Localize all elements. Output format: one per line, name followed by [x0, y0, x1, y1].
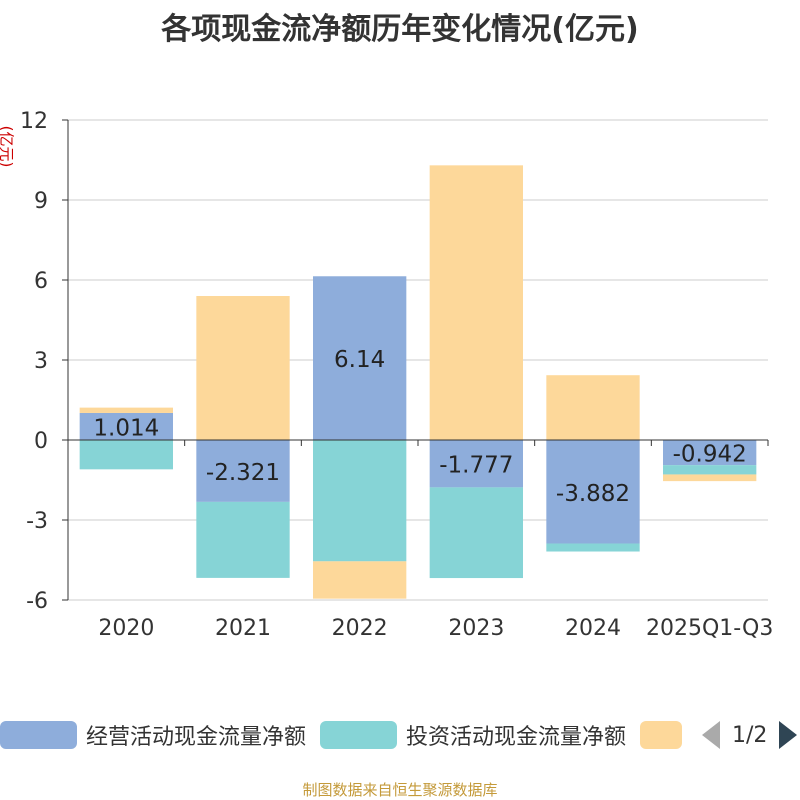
bar-series0-2021 — [196, 440, 290, 502]
y-tick-label: 6 — [34, 269, 48, 294]
bar-series1-2023 — [429, 487, 523, 579]
data-label: -2.321 — [206, 460, 280, 486]
legend-prev-arrow-icon[interactable] — [702, 721, 720, 749]
bar-series1-2025Q1-Q3 — [663, 465, 757, 475]
bar-series0-2025Q1-Q3 — [663, 440, 757, 466]
x-tick-label: 2021 — [215, 616, 271, 641]
data-label: 1.014 — [93, 415, 159, 441]
legend-next-arrow-icon[interactable] — [779, 721, 798, 749]
legend-label-investing: 投资活动现金流量净额 — [406, 725, 627, 750]
y-tick-label: 3 — [34, 349, 48, 374]
bar-series1-2022 — [313, 440, 407, 562]
y-tick-label: 9 — [34, 189, 48, 214]
legend-item-financing[interactable] — [640, 716, 691, 754]
bar-series0-2022 — [313, 276, 407, 440]
data-label: -0.942 — [673, 442, 747, 468]
x-tick-label: 2025Q1-Q3 — [646, 616, 773, 641]
data-label: -1.777 — [439, 453, 513, 479]
bar-series2-2025Q1-Q3 — [663, 474, 757, 482]
legend-item-investing[interactable]: 投资活动现金流量净额 — [320, 716, 626, 754]
legend-swatch-investing — [320, 721, 397, 749]
y-tick-label: 12 — [20, 109, 48, 134]
y-tick-label: -3 — [26, 509, 48, 534]
legend-swatch-operating — [0, 721, 77, 749]
legend-pager: 1/2 — [702, 716, 798, 754]
bar-series2-2023 — [429, 165, 523, 441]
legend-page-indicator: 1/2 — [732, 722, 768, 748]
bar-series2-2021 — [196, 296, 290, 440]
chart-title: 各项现金流净额历年变化情况(亿元) — [161, 12, 639, 47]
x-tick-label: 2022 — [332, 616, 388, 641]
x-tick-label: 2024 — [565, 616, 621, 641]
legend-swatch-financing — [640, 721, 682, 749]
bar-series0-2020 — [79, 412, 173, 440]
y-tick-label: -6 — [26, 589, 48, 614]
source-note: 制图数据来自恒生聚源数据库 — [302, 781, 498, 799]
bar-series0-2024 — [546, 440, 640, 544]
bar-series2-2022 — [313, 561, 407, 599]
legend-item-operating[interactable]: 经营活动现金流量净额 — [0, 716, 306, 754]
bar-series1-2020 — [79, 440, 173, 470]
data-label: -3.882 — [556, 481, 630, 507]
data-label: 6.14 — [334, 347, 385, 373]
legend: 经营活动现金流量净额 投资活动现金流量净额 1/2 — [0, 716, 800, 754]
legend-label-operating: 经营活动现金流量净额 — [86, 725, 307, 750]
bar-series1-2024 — [546, 543, 640, 552]
y-tick-label: 0 — [34, 429, 48, 454]
bar-series1-2021 — [196, 501, 290, 578]
x-tick-label: 2023 — [448, 616, 504, 641]
bar-series2-2024 — [546, 375, 640, 440]
bar-series2-2020 — [79, 407, 173, 413]
bar-chart: -6 -3 0 3 6 9 12 2020 2021 2022 2023 2024 2025Q1-Q3 1… — [20, 109, 773, 641]
bar-series0-2023 — [429, 440, 523, 488]
x-tick-label: 2020 — [98, 616, 154, 641]
